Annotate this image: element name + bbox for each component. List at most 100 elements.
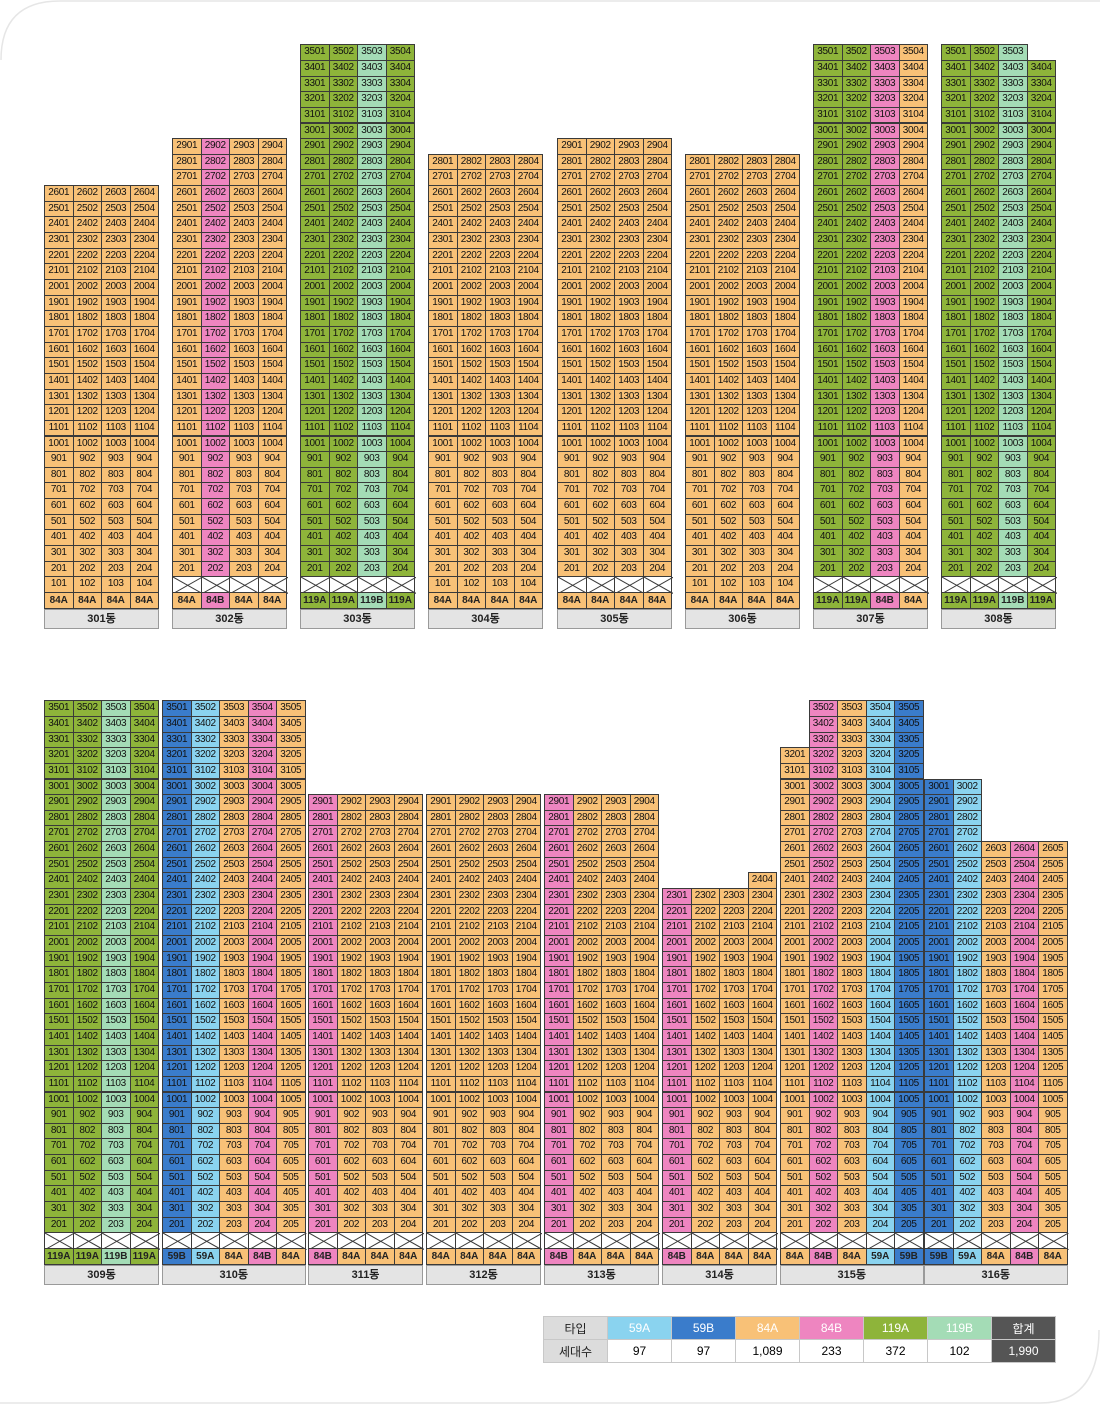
unit-cell: 201 xyxy=(924,1216,954,1234)
unit-cell: 801 xyxy=(44,1122,74,1140)
unit-cell: 303 xyxy=(742,545,772,562)
unit-cell: 301 xyxy=(428,545,458,562)
unit-cell: 2301 xyxy=(426,888,456,905)
unit-cell: 1002 xyxy=(190,1091,220,1109)
unit-cell: 2802 xyxy=(456,153,486,171)
unit-cell: 3403 xyxy=(998,59,1028,77)
unit-cell: 2904 xyxy=(385,138,415,155)
unit-cell: 2003 xyxy=(485,279,515,296)
unit-cell: 1302 xyxy=(72,1044,102,1062)
unit-cell: 3401 xyxy=(162,715,192,733)
unit-cell: 1403 xyxy=(101,1028,131,1046)
unit-cell: 104 xyxy=(513,576,543,593)
unit-cell: 1703 xyxy=(229,325,259,343)
unit-cell: 401 xyxy=(44,1185,74,1203)
unit-cell: 2001 xyxy=(300,279,330,296)
unit-cell: 1901 xyxy=(924,950,954,968)
unit-cell: 2502 xyxy=(72,200,102,218)
unit-cell: 1103 xyxy=(101,1075,131,1093)
unit-cell: 1304 xyxy=(247,1044,277,1062)
unit-cell: 2003 xyxy=(742,279,772,296)
unit-cell: 2102 xyxy=(713,263,743,280)
unit-cell: 1005 xyxy=(276,1091,306,1109)
legend-total-header: 합계 xyxy=(991,1316,1056,1340)
legend-type-119A: 119A xyxy=(863,1316,928,1340)
unit-cell: 201 xyxy=(557,560,587,578)
unit-cell: 1802 xyxy=(456,310,486,327)
unit-cell: 3203 xyxy=(101,747,131,764)
unit-cell: 602 xyxy=(328,498,358,515)
unit-cell: 604 xyxy=(898,498,928,515)
unit-cell: 803 xyxy=(998,466,1028,484)
unit-cell: 703 xyxy=(870,482,900,500)
unit-cell: 1202 xyxy=(690,1060,720,1077)
unit-cell: 2302 xyxy=(841,232,871,249)
unit-cell: 2103 xyxy=(101,263,131,280)
unit-cell: 2201 xyxy=(557,247,587,265)
unit-cell: 1701 xyxy=(44,981,74,999)
unit-cell: 1602 xyxy=(841,341,871,359)
unit-cell: 304 xyxy=(865,1201,895,1218)
unit-cell: 2405 xyxy=(276,872,306,890)
unit-cell: 202 xyxy=(72,1216,102,1234)
unit-cell: 1603 xyxy=(981,997,1011,1015)
unit-cell: 2501 xyxy=(924,856,954,874)
unit-cell: 2402 xyxy=(456,216,486,234)
unit-cell: 703 xyxy=(101,1138,131,1156)
unit-cell: 1901 xyxy=(172,294,202,312)
unit-cell: 1804 xyxy=(247,966,277,983)
unit-cell: 404 xyxy=(865,1185,895,1203)
unit-cell: 402 xyxy=(841,529,871,547)
unit-cell: 2503 xyxy=(870,200,900,218)
unit-cell: 2204 xyxy=(865,903,895,921)
pilotis-cell xyxy=(662,1232,693,1250)
unit-cell: 804 xyxy=(1009,1122,1039,1140)
unit-cell: 2103 xyxy=(483,919,513,936)
unit-cell: 504 xyxy=(385,513,415,531)
unit-cell: 1304 xyxy=(129,388,159,406)
unit-cell: 2101 xyxy=(428,263,458,280)
unit-cell: 1501 xyxy=(172,357,202,374)
unit-cell: 1603 xyxy=(101,341,131,359)
unit-cell: 503 xyxy=(101,513,131,531)
unit-cell: 1401 xyxy=(44,1028,74,1046)
unit-cell: 2501 xyxy=(162,856,192,874)
unit-cell: 203 xyxy=(229,560,259,578)
unit-cell: 1003 xyxy=(719,1091,749,1109)
unit-cell: 804 xyxy=(629,1122,659,1140)
unit-cell: 1503 xyxy=(357,357,387,374)
unit-cell: 2205 xyxy=(276,903,306,921)
unit-cell: 2703 xyxy=(229,169,259,187)
unit-cell: 2204 xyxy=(1026,247,1056,265)
unit-cell: 2201 xyxy=(924,903,954,921)
unit-cell: 1302 xyxy=(328,388,358,406)
unit-cell: 1601 xyxy=(308,997,338,1015)
unit-cell: 2202 xyxy=(190,903,220,921)
unit-cell: 802 xyxy=(200,466,230,484)
unit-cell: 601 xyxy=(941,498,971,515)
unit-cell: 1801 xyxy=(426,966,456,983)
unit-cell: 2002 xyxy=(572,935,602,952)
unit-cell: 2603 xyxy=(614,185,644,202)
unit-cell: 1304 xyxy=(129,1044,159,1062)
unit-cell: 2402 xyxy=(454,872,484,890)
unit-cell: 701 xyxy=(941,482,971,500)
building-name-label: 311동 xyxy=(308,1265,423,1285)
unit-cell: 2302 xyxy=(572,888,602,905)
unit-cell: 1204 xyxy=(629,1060,659,1077)
unit-cell: 501 xyxy=(426,1169,456,1187)
unit-cell: 1302 xyxy=(713,388,743,406)
unit-cell: 1502 xyxy=(72,1013,102,1030)
unit-cell: 1704 xyxy=(385,325,415,343)
unit-cell: 2201 xyxy=(426,903,456,921)
unit-cell: 1102 xyxy=(456,419,486,437)
unit-cell: 1704 xyxy=(865,981,895,999)
unit-cell: 2202 xyxy=(200,247,230,265)
unit-cell: 2501 xyxy=(813,200,843,218)
unit-cell: 2902 xyxy=(190,794,220,811)
unit-cell: 401 xyxy=(941,529,971,547)
unit-cell: 2104 xyxy=(1026,263,1056,280)
unit-cell: 3103 xyxy=(101,762,131,780)
unit-cell: 1501 xyxy=(924,1013,954,1030)
unit-type-label: 119A xyxy=(129,1248,159,1265)
